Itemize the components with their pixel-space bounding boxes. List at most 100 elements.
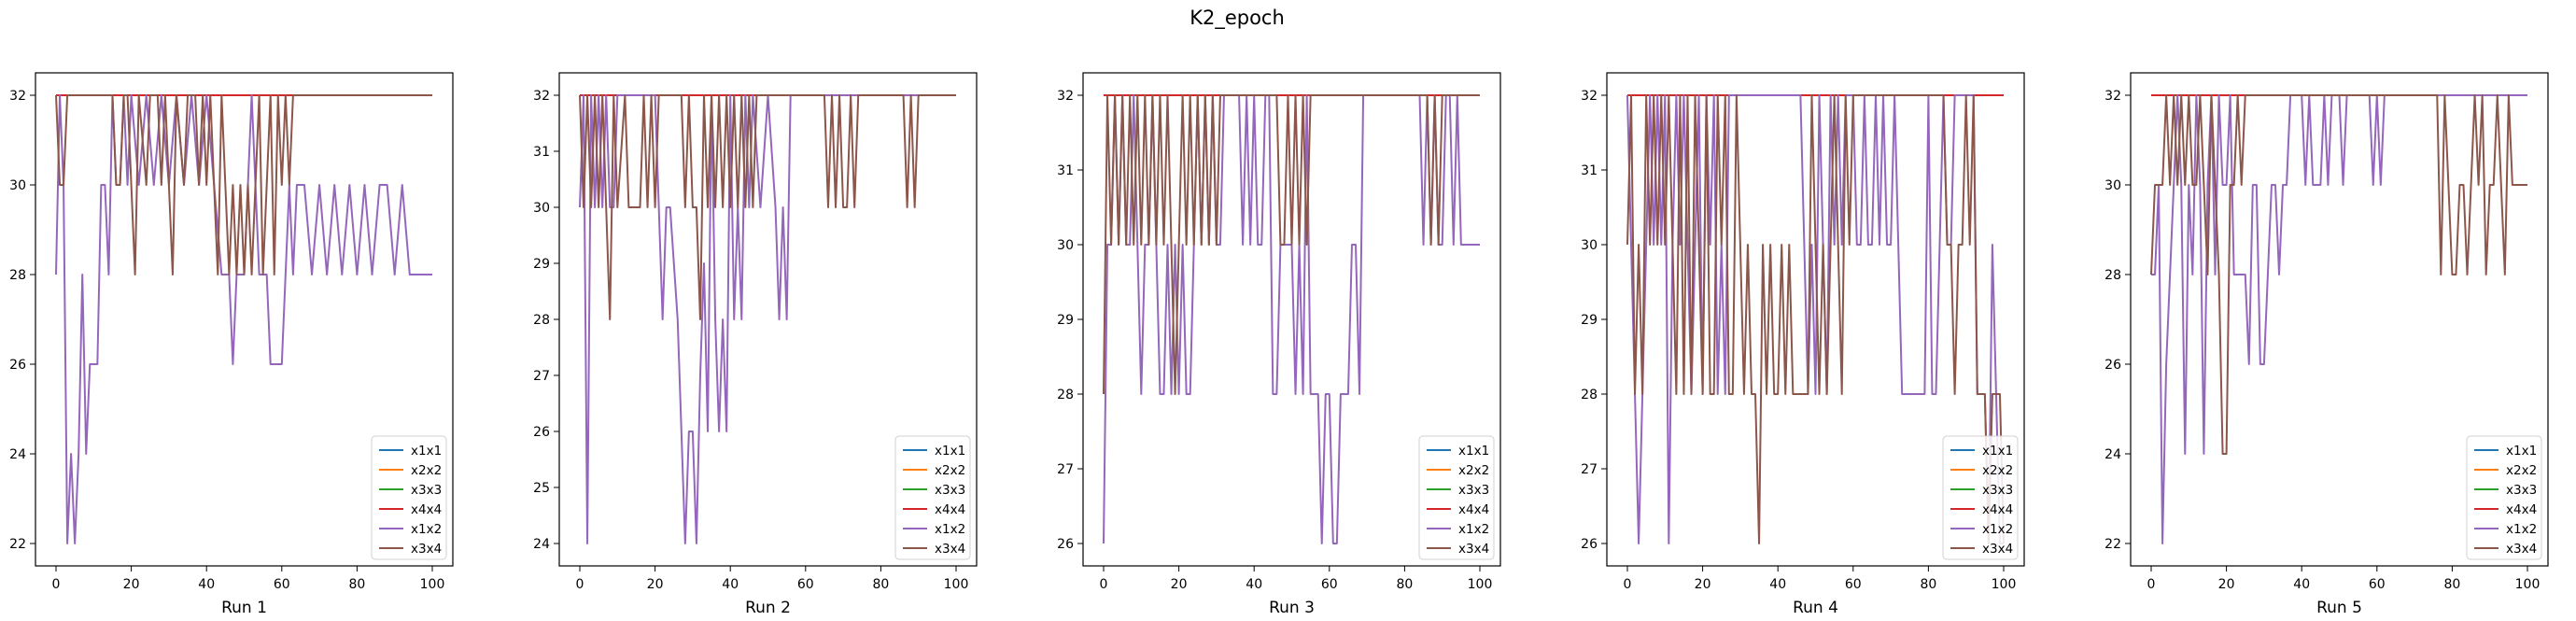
legend-label-x3x4: x3x4 <box>1982 542 2013 557</box>
legend-label-x4x4: x4x4 <box>935 502 965 517</box>
legend-label-x2x2: x2x2 <box>2506 463 2537 478</box>
legend: x1x1 x2x2 x3x3 x4x4 x1x2 x3x4 <box>2466 435 2542 560</box>
legend-label-x1x1: x1x1 <box>1458 444 1489 459</box>
x-tick-label: 100 <box>2515 577 2541 592</box>
y-tick-label: 32 <box>533 89 550 104</box>
x-tick-label: 100 <box>1468 577 1493 592</box>
series-line-x1x2 <box>2151 94 2527 544</box>
legend: x1x1 x2x2 x3x3 x4x4 x1x2 x3x4 <box>1942 435 2019 560</box>
y-tick-label: 22 <box>9 537 26 552</box>
y-tick-label: 28 <box>9 268 26 283</box>
x-tick-label: 60 <box>1321 577 1338 592</box>
y-tick-label: 32 <box>1581 89 1598 104</box>
y-tick-label: 32 <box>9 89 26 104</box>
legend-label-x3x3: x3x3 <box>2506 483 2537 498</box>
y-tick-label: 28 <box>1057 388 1074 402</box>
y-tick-label: 26 <box>9 358 26 373</box>
series-line-x3x4 <box>2150 94 2527 455</box>
y-tick-label: 31 <box>1057 163 1074 178</box>
legend-label-x3x4: x3x4 <box>2506 542 2537 557</box>
legend-label-x3x4: x3x4 <box>935 542 965 557</box>
x-tick-label: 0 <box>1624 577 1632 592</box>
series-line-x1x2 <box>579 94 956 544</box>
legend-label-x3x3: x3x3 <box>1982 483 2013 498</box>
x-tick-label: 20 <box>1171 577 1188 592</box>
subplot-run-1: 0 20 40 60 80 100 22 24 26 28 30 32 Run 1 x1x1 x2x2 x3x… <box>9 72 454 617</box>
legend: x1x1 x2x2 x3x3 x4x4 x1x2 x3x4 <box>894 435 971 560</box>
legend-label-x1x2: x1x2 <box>411 522 442 537</box>
y-tick-label: 32 <box>1057 89 1074 104</box>
series-lines <box>1626 94 2005 544</box>
x-tick-label: 40 <box>722 577 739 592</box>
x-tick-label: 80 <box>2443 577 2460 592</box>
y-tick-label: 28 <box>2104 268 2121 283</box>
series-line-x3x4 <box>1103 94 1480 395</box>
legend-label-x2x2: x2x2 <box>1458 463 1489 478</box>
y-tick-label: 30 <box>1057 238 1074 253</box>
y-tick-label: 24 <box>533 537 550 552</box>
y-tick-label: 28 <box>1581 388 1598 402</box>
x-axis-label: Run 2 <box>745 599 791 617</box>
x-tick-label: 40 <box>2293 577 2310 592</box>
x-tick-label: 100 <box>420 577 445 592</box>
series-lines <box>579 94 956 544</box>
y-tick-label: 30 <box>2104 178 2121 193</box>
x-tick-label: 40 <box>1246 577 1262 592</box>
x-tick-label: 20 <box>2218 577 2235 592</box>
legend-label-x1x1: x1x1 <box>2506 444 2537 459</box>
subplot-run-5: 0 20 40 60 80 100 22 24 26 28 30 32 Run 5 x1x1 x2x2 x3x… <box>2104 72 2549 617</box>
axes-frame <box>2130 72 2549 567</box>
legend-label-x3x3: x3x3 <box>411 483 442 498</box>
legend-label-x3x4: x3x4 <box>1458 542 1489 557</box>
figure-title: K2_epoch <box>1189 7 1285 30</box>
x-axis-label: Run 5 <box>2316 599 2362 617</box>
x-tick-label: 0 <box>1100 577 1108 592</box>
x-tick-label: 80 <box>348 577 365 592</box>
x-tick-label: 0 <box>52 577 61 592</box>
x-tick-label: 20 <box>123 577 140 592</box>
x-tick-label: 100 <box>1992 577 2017 592</box>
x-tick-label: 60 <box>797 577 814 592</box>
x-tick-label: 0 <box>576 577 584 592</box>
y-tick-label: 26 <box>1581 537 1598 552</box>
subplots: 0 20 40 60 80 100 22 24 26 28 30 32 Run 1 x1x1 x2x2 x3x… <box>9 72 2549 617</box>
x-axis-label: Run 1 <box>221 599 267 617</box>
legend-label-x2x2: x2x2 <box>1982 463 2013 478</box>
legend-label-x3x3: x3x3 <box>935 483 965 498</box>
y-tick-label: 30 <box>1581 238 1598 253</box>
legend-label-x3x3: x3x3 <box>1458 483 1489 498</box>
legend-label-x1x2: x1x2 <box>935 522 965 537</box>
y-tick-label: 26 <box>1057 537 1074 552</box>
y-tick-label: 22 <box>2104 537 2121 552</box>
y-tick-label: 29 <box>1581 313 1598 328</box>
legend-label-x1x1: x1x1 <box>411 444 442 459</box>
y-tick-label: 26 <box>533 425 550 440</box>
legend-label-x4x4: x4x4 <box>1982 502 2013 517</box>
legend-label-x1x2: x1x2 <box>2506 522 2537 537</box>
y-tick-label: 25 <box>533 481 550 496</box>
series-lines <box>1103 94 1480 544</box>
series-line-x3x4 <box>1626 94 2005 544</box>
x-tick-label: 100 <box>944 577 969 592</box>
legend-label-x3x4: x3x4 <box>411 542 442 557</box>
axes-frame <box>35 72 454 567</box>
y-tick-label: 28 <box>533 313 550 328</box>
x-axis-label: Run 4 <box>1793 599 1838 617</box>
y-tick-label: 27 <box>1581 462 1598 477</box>
legend: x1x1 x2x2 x3x3 x4x4 x1x2 x3x4 <box>371 435 447 560</box>
y-tick-label: 30 <box>533 201 550 216</box>
legend-label-x4x4: x4x4 <box>2506 502 2537 517</box>
series-line-x1x2 <box>55 94 432 544</box>
series-line-x3x4 <box>579 94 956 320</box>
x-tick-label: 60 <box>2369 577 2386 592</box>
y-tick-label: 26 <box>2104 358 2121 373</box>
legend-label-x1x2: x1x2 <box>1458 522 1489 537</box>
x-tick-label: 40 <box>198 577 215 592</box>
x-tick-label: 60 <box>1845 577 1862 592</box>
y-tick-label: 31 <box>1581 163 1598 178</box>
x-tick-label: 80 <box>872 577 889 592</box>
x-tick-label: 60 <box>274 577 290 592</box>
x-tick-label: 20 <box>647 577 664 592</box>
